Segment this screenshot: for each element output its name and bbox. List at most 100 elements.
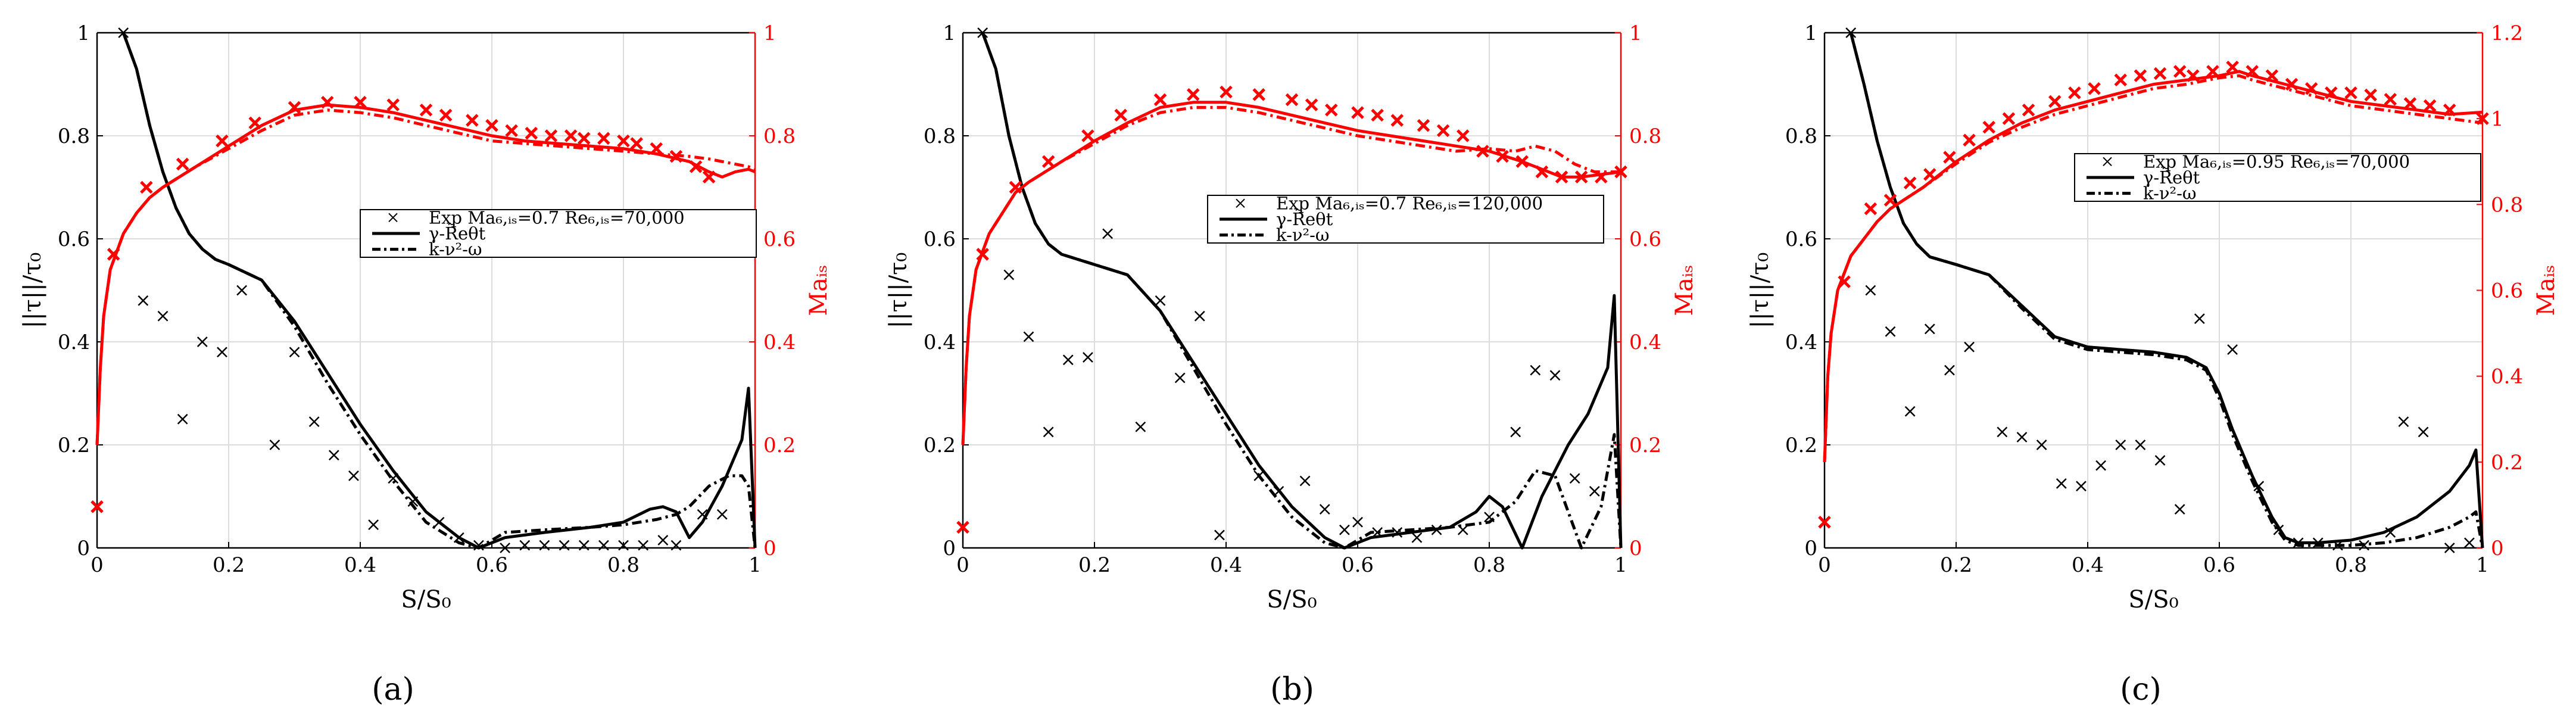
data-point-marker <box>177 413 188 425</box>
data-point-marker <box>2056 478 2067 489</box>
data-point-marker <box>157 310 169 322</box>
marker-stroke <box>2206 65 2219 78</box>
data-point-marker <box>1043 426 1054 438</box>
marker-stroke <box>1043 426 1054 438</box>
data-point-marker <box>2153 67 2167 80</box>
data-point-marker <box>1390 114 1404 127</box>
marker-stroke <box>1411 532 1423 543</box>
y-right-tick-label: 0.2 <box>763 434 796 457</box>
legend-entry: k-ν²-ω <box>1276 225 1330 245</box>
marker-stroke <box>439 108 453 122</box>
marker-stroke <box>519 540 531 551</box>
marker-stroke <box>1135 421 1146 432</box>
data-point-marker <box>1352 516 1363 528</box>
y-right-tick-label: 0 <box>763 537 776 560</box>
data-point-marker <box>2444 543 2455 553</box>
data-point-marker <box>138 295 149 306</box>
y-left-tick-label: 1 <box>1804 21 1817 45</box>
x-axis-label: S/S₀ <box>2128 586 2178 613</box>
data-point-marker <box>348 470 359 481</box>
marker-stroke <box>1457 524 1468 535</box>
marker-stroke <box>716 509 728 520</box>
marker-stroke <box>328 450 339 461</box>
marker-stroke <box>217 347 227 358</box>
marker-stroke <box>1818 515 1831 529</box>
data-point-marker <box>1530 364 1541 376</box>
data-point-marker <box>577 132 591 145</box>
marker-stroke <box>386 98 400 111</box>
data-point-marker <box>1102 228 1113 239</box>
data-point-marker <box>216 134 229 148</box>
marker-stroke <box>597 132 610 145</box>
data-point-marker <box>1003 269 1015 281</box>
marker-stroke <box>2153 67 2167 80</box>
y-right-tick-label: 0.8 <box>2491 193 2523 217</box>
y-right-tick-label: 0 <box>2491 537 2504 560</box>
data-point-marker <box>2135 440 2146 450</box>
chart-panel-a: 0 0.2 0.4 0.6 0.8 100.20.40.60.8100.20.40.60.… <box>19 21 832 708</box>
marker-stroke <box>2173 65 2187 78</box>
panel-label: (a) <box>372 672 414 708</box>
y-right-tick-label: 0 <box>1629 537 1642 560</box>
marker-stroke <box>1214 529 1225 541</box>
legend-entry: Exp Ma₆,ᵢₛ=0.95 Re₆,ᵢₛ=70,000 <box>2143 151 2410 172</box>
y-right-tick-label: 0.6 <box>763 228 796 251</box>
data-point-marker <box>308 416 320 427</box>
marker-stroke <box>1351 106 1364 119</box>
data-point-marker <box>670 540 682 551</box>
data-point-marker <box>597 132 610 145</box>
data-point-marker <box>439 108 453 122</box>
y-axis-right-label: Maᵢₛ <box>1671 264 1698 316</box>
y-axis-right-label: Maᵢₛ <box>2533 264 2560 316</box>
marker-stroke <box>1023 331 1034 342</box>
data-point-marker <box>598 540 609 551</box>
data-point-marker <box>1818 515 1831 529</box>
marker-stroke <box>368 519 379 530</box>
y-left-tick-label: 0.2 <box>924 434 956 457</box>
data-point-marker <box>2403 97 2417 110</box>
y-axis-left-label: ||τ||/τ₀ <box>19 253 46 329</box>
marker-stroke <box>1194 310 1205 322</box>
marker-stroke <box>689 160 703 173</box>
marker-stroke <box>177 413 188 425</box>
data-point-marker <box>1864 202 1878 216</box>
data-point-marker <box>1510 426 1521 438</box>
data-point-marker <box>505 124 518 138</box>
marker-stroke <box>1319 504 1330 515</box>
data-point-marker <box>1411 532 1423 543</box>
data-point-marker <box>1081 129 1094 142</box>
data-point-marker <box>1883 194 1897 207</box>
y-left-tick-label: 0.8 <box>924 124 956 148</box>
data-point-marker <box>1114 108 1127 122</box>
legend-box <box>360 209 757 258</box>
legend-entry: k-ν²-ω <box>2143 183 2197 204</box>
x-tick-label: 0 <box>91 553 104 577</box>
marker-stroke <box>1372 527 1383 538</box>
x-tick-label: 0.8 <box>2335 553 2367 577</box>
marker-stroke <box>157 310 169 322</box>
data-point-marker <box>1417 119 1430 132</box>
marker-stroke <box>2304 82 2318 95</box>
series-line-1 <box>121 32 757 550</box>
marker-stroke <box>140 180 153 194</box>
marker-stroke <box>2002 112 2016 125</box>
x-axis-label: S/S₀ <box>1267 586 1317 613</box>
marker-stroke <box>1102 228 1113 239</box>
y-left-tick-label: 0 <box>1804 537 1817 560</box>
data-point-marker <box>1549 370 1561 381</box>
marker-stroke <box>2423 99 2437 113</box>
data-point-marker <box>500 543 510 553</box>
marker-stroke <box>1114 108 1127 122</box>
data-point-marker <box>1214 529 1225 541</box>
marker-stroke <box>2444 543 2455 553</box>
y-left-tick-label: 0.6 <box>924 228 956 251</box>
marker-stroke <box>1003 269 1015 281</box>
y-axis-left-label: ||τ||/τ₀ <box>885 253 912 329</box>
data-point-marker <box>525 126 538 140</box>
marker-stroke <box>2022 103 2035 117</box>
marker-stroke <box>1963 133 1976 147</box>
marker-stroke <box>2285 77 2299 91</box>
x-tick-label: 1 <box>1614 553 1627 577</box>
data-point-marker <box>1371 108 1384 122</box>
